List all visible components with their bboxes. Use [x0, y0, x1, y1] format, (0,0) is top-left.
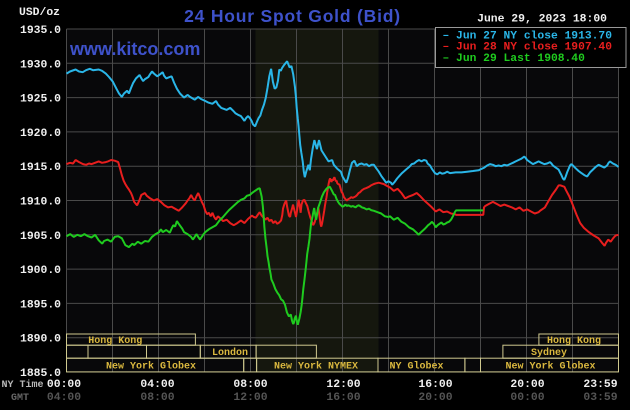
svg-text:New York Globex: New York Globex [505, 361, 595, 373]
svg-text:08:00: 08:00 [140, 392, 174, 404]
svg-text:20:00: 20:00 [418, 392, 452, 404]
svg-text:1910.0: 1910.0 [20, 197, 61, 209]
svg-text:NY Time: NY Time [2, 379, 44, 391]
svg-text:04:00: 04:00 [140, 379, 174, 391]
svg-text:New York Globex: New York Globex [106, 361, 196, 373]
svg-text:12:00: 12:00 [233, 392, 267, 404]
svg-text:1890.0: 1890.0 [20, 334, 61, 346]
svg-text:12:00: 12:00 [326, 379, 360, 391]
svg-text:24 Hour Spot Gold (Bid): 24 Hour Spot Gold (Bid) [184, 6, 401, 26]
svg-text:London: London [212, 347, 248, 359]
svg-text:Sydney: Sydney [531, 347, 567, 359]
svg-text:Hong Kong: Hong Kong [547, 336, 601, 347]
svg-text:08:00: 08:00 [233, 379, 267, 391]
svg-text:16:00: 16:00 [326, 392, 360, 404]
svg-text:1930.0: 1930.0 [20, 59, 61, 71]
svg-text:www.kitco.com: www.kitco.com [69, 39, 200, 59]
svg-text:June 29, 2023 18:00: June 29, 2023 18:00 [477, 14, 607, 26]
svg-text:03:59: 03:59 [583, 392, 617, 404]
svg-text:Hong Kong: Hong Kong [88, 336, 142, 347]
svg-text:1895.0: 1895.0 [20, 299, 61, 311]
svg-text:1900.0: 1900.0 [20, 265, 61, 277]
svg-text:– Jun 27 NY close 1913.70: – Jun 27 NY close 1913.70 [443, 30, 613, 42]
svg-text:04:00: 04:00 [47, 392, 81, 404]
svg-text:– Jun 29 Last 1908.40: – Jun 29 Last 1908.40 [443, 53, 586, 65]
svg-text:23:59: 23:59 [583, 379, 617, 391]
svg-text:USD/oz: USD/oz [19, 7, 60, 19]
svg-text:NY Globex: NY Globex [389, 361, 443, 373]
svg-text:20:00: 20:00 [510, 379, 544, 391]
svg-text:1885.0: 1885.0 [20, 368, 61, 380]
svg-text:New York NYMEX: New York NYMEX [274, 361, 358, 373]
svg-text:1905.0: 1905.0 [20, 231, 61, 243]
svg-text:16:00: 16:00 [418, 379, 452, 391]
svg-text:1920.0: 1920.0 [20, 128, 61, 140]
svg-text:00:00: 00:00 [510, 392, 544, 404]
svg-text:1925.0: 1925.0 [20, 94, 61, 106]
svg-text:GMT: GMT [11, 393, 29, 404]
svg-text:1935.0: 1935.0 [20, 25, 61, 37]
svg-text:1915.0: 1915.0 [20, 162, 61, 174]
svg-text:00:00: 00:00 [47, 379, 81, 391]
svg-text:– Jun 28 NY close 1907.40: – Jun 28 NY close 1907.40 [443, 42, 613, 54]
